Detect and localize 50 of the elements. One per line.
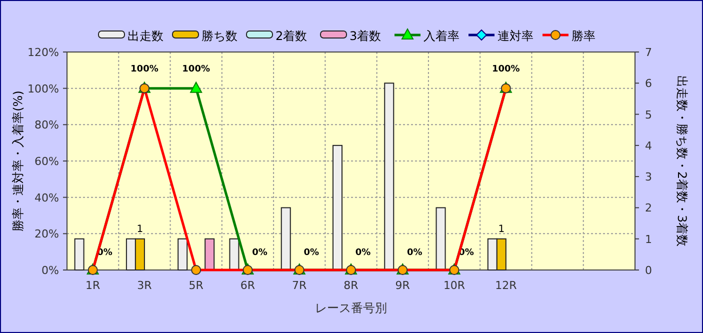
x-tick-label: 3R [137,279,152,292]
bar [178,238,188,270]
data-label: 0% [304,248,320,258]
legend-label: 入着率 [424,29,460,43]
y-tick-label: 80% [34,118,59,132]
y2-tick-label: 0 [645,264,652,277]
legend-label: 出走数 [128,29,164,43]
data-label: 100% [130,64,158,74]
y2-tick-label: 3 [645,170,652,184]
bar [229,238,240,270]
x-axis-title: レース番号別 [315,301,387,315]
x-tick-label: 10R [443,279,466,292]
data-label: 100% [492,64,520,74]
legend-label: 2着数 [276,29,308,43]
x-tick-label: 7R [292,279,308,292]
y-tick-label: 20% [34,228,59,241]
legend-label: 勝率 [572,29,596,43]
y-tick-label: 0% [42,264,59,277]
data-label: 0% [406,248,422,258]
y-tick-label: 60% [34,155,59,168]
data-label: 100% [182,64,210,74]
data-label: 1 [136,224,144,235]
x-tick-label: 1R [85,279,100,292]
bar [74,238,84,270]
y-axis-title: 勝率・連対率・入着率(%) [11,90,25,232]
x-tick-label: 12R [495,279,518,292]
x-tick-label: 8R [344,279,359,292]
legend-label: 3着数 [350,29,382,43]
data-label: 0% [355,248,371,258]
y2-tick-label: 7 [645,46,652,59]
y-tick-label: 100% [28,82,59,96]
legend-label: 勝ち数 [202,29,238,43]
x-tick-label: 5R [188,279,204,292]
bar [384,82,394,270]
y2-axis-title: 出走数・勝ち数・2着数・3着数 [675,75,689,247]
x-tick-label: 9R [395,279,410,292]
bar [280,207,291,270]
x-tick-label: 6R [240,279,256,292]
y-tick-label: 40% [34,191,59,204]
bar [436,207,446,270]
y-tick-label: 120% [28,46,59,59]
y2-tick-label: 4 [645,139,652,152]
data-label: 1 [498,224,505,235]
y2-tick-label: 5 [645,108,652,122]
bar [332,144,342,270]
data-label: 0% [252,248,268,258]
y2-tick-label: 1 [645,232,652,246]
legend-label: 連対率 [498,29,534,43]
y2-tick-label: 2 [645,202,652,215]
y2-tick-label: 6 [645,77,652,90]
